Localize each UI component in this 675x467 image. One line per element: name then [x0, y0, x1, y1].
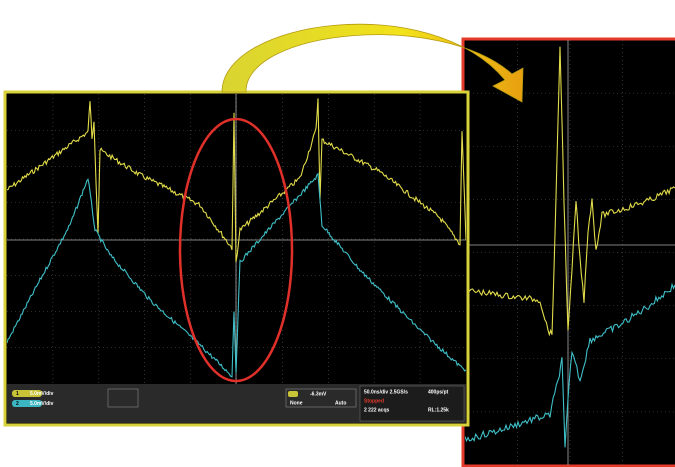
ch1-scale: 5.0mV/div	[30, 391, 54, 397]
trigger-badge	[288, 391, 298, 397]
acq-state: Stopped	[364, 398, 384, 404]
timebase: 50.0ns/div 2.5GS/s	[364, 389, 408, 395]
resolution: 400ps/pt	[428, 389, 449, 395]
record-length: RL:1.25k	[428, 407, 449, 413]
scene: 1 5.0mV/div 2 5.0mV/div -6.3mV None Auto…	[0, 0, 675, 467]
trigger-mode: None	[290, 400, 303, 406]
acquisitions: 2 222 acqs	[364, 407, 390, 413]
trigger-level: -6.3mV	[310, 391, 327, 397]
ch2-scale: 5.0mV/div	[30, 401, 54, 407]
trigger-type: Auto	[335, 400, 346, 406]
ch2-number: 2	[16, 401, 19, 407]
ch1-number: 1	[16, 391, 19, 397]
